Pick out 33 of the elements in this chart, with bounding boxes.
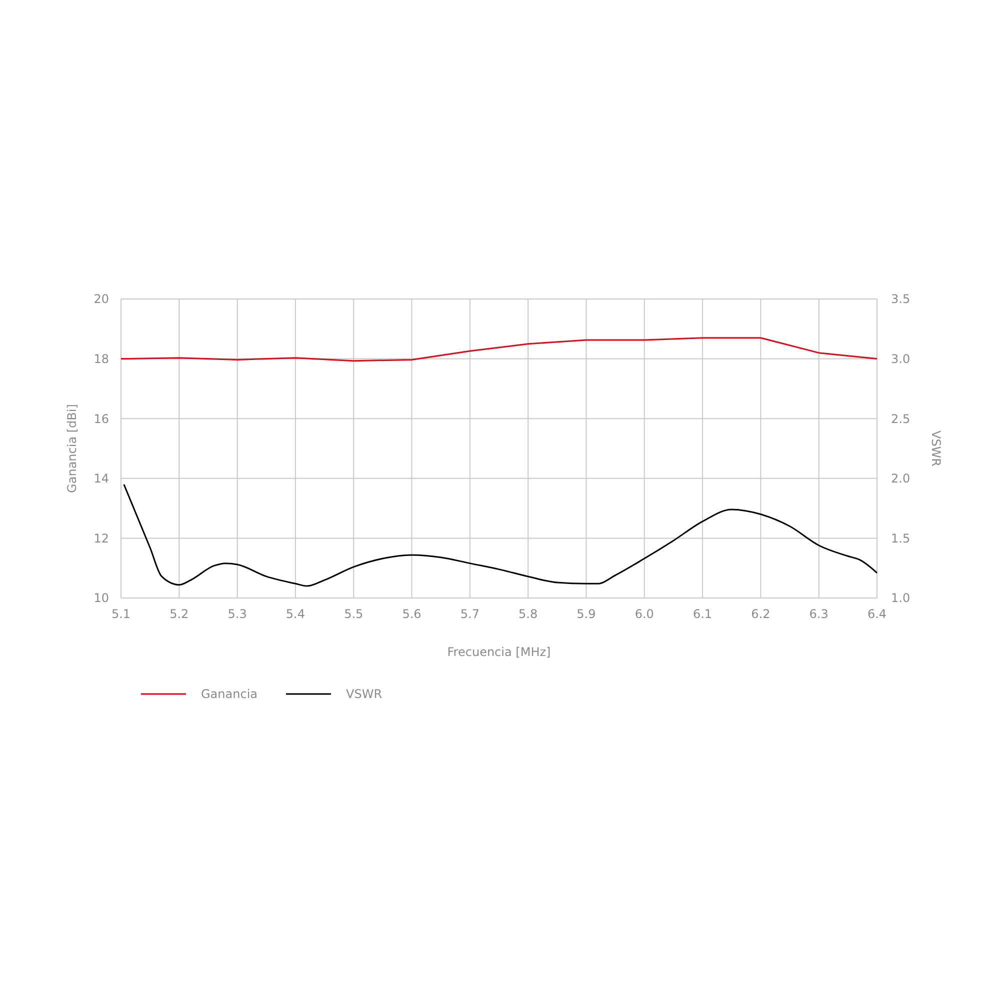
legend-label: VSWR	[346, 687, 382, 702]
x-tick-label: 6.3	[809, 607, 828, 621]
y-tick-label: 14	[94, 472, 109, 486]
y-tick-label: 18	[94, 352, 109, 366]
y2-tick-label: 1.0	[891, 591, 910, 606]
y-tick-label: 16	[94, 412, 109, 426]
x-axis-title: Frecuencia [MHz]	[447, 645, 551, 659]
y2-tick-label: 3.0	[891, 352, 910, 366]
x-tick-label: 5.8	[518, 607, 538, 621]
y2-tick-label: 1.5	[891, 531, 910, 546]
x-tick-label: 5.9	[576, 607, 596, 621]
x-tick-label: 5.5	[344, 607, 364, 621]
x-tick-label: 5.1	[111, 607, 131, 621]
y-tick-label: 10	[94, 591, 109, 606]
y2-axis-title: VSWR	[929, 430, 943, 467]
y-axis-title: Ganancia [dBi]	[65, 404, 79, 493]
y2-tick-label: 2.0	[891, 472, 910, 486]
x-tick-label: 6.2	[751, 607, 770, 621]
line-series	[120, 337, 878, 362]
legend-label: Ganancia	[201, 687, 258, 702]
x-tick-label: 5.6	[402, 607, 422, 621]
x-tick-label: 6.4	[867, 607, 887, 621]
y2-tick-label: 3.5	[891, 292, 910, 306]
y-tick-label: 12	[94, 531, 109, 546]
y2-tick-label: 2.5	[891, 412, 910, 426]
x-tick-label: 6.0	[634, 607, 654, 621]
x-tick-label: 5.7	[460, 607, 480, 621]
x-tick-label: 6.1	[692, 607, 712, 621]
x-tick-label: 5.4	[286, 607, 306, 621]
x-tick-label: 5.2	[170, 607, 189, 621]
x-tick-label: 5.3	[228, 607, 247, 621]
line-series	[123, 484, 878, 587]
y-tick-label: 20	[94, 292, 109, 306]
